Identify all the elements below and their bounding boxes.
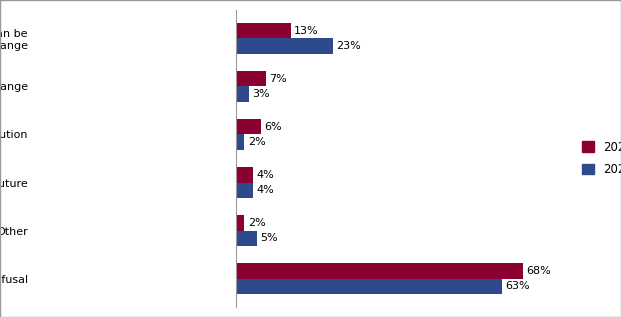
Text: 4%: 4% [256,170,274,180]
Text: 5%: 5% [260,233,278,243]
Text: 4%: 4% [256,185,274,195]
Bar [236,183,253,198]
Bar [236,263,523,279]
Text: 6%: 6% [265,122,283,132]
Bar [236,134,245,150]
Bar [236,71,266,87]
Bar [236,119,261,134]
Legend: 2023, 2022: 2023, 2022 [578,136,621,181]
Text: 7%: 7% [269,74,287,84]
Bar [236,279,502,294]
Text: 63%: 63% [505,281,530,291]
Bar [236,215,245,230]
Bar [236,23,291,38]
Text: 2%: 2% [248,218,266,228]
Text: 3%: 3% [252,89,270,99]
Text: 2%: 2% [248,137,266,147]
Bar [236,87,248,102]
Bar [236,230,257,246]
Text: 23%: 23% [337,41,361,51]
Text: 13%: 13% [294,26,319,36]
Text: 68%: 68% [526,266,551,276]
Bar [236,38,333,54]
Bar [236,167,253,183]
